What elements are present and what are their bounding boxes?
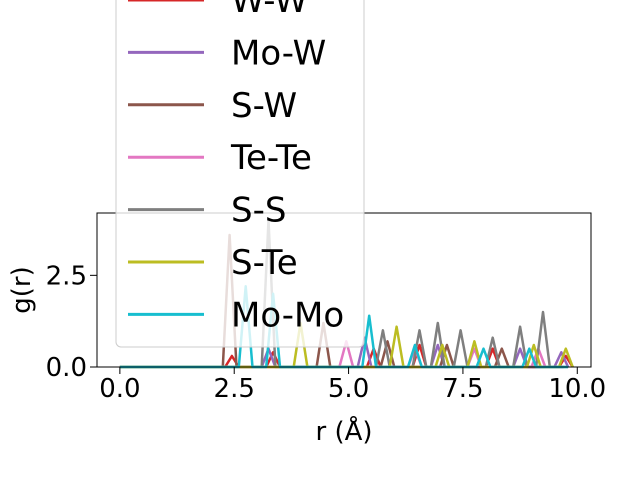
y-axis-label: g(r) bbox=[7, 266, 37, 313]
x-tick-label: 2.5 bbox=[214, 374, 255, 404]
x-tick-label: 7.5 bbox=[442, 374, 483, 404]
x-tick-label: 0.0 bbox=[99, 374, 140, 404]
y-tick-label: 0.0 bbox=[46, 353, 87, 383]
y-tick-label: 2.5 bbox=[46, 261, 87, 291]
legend-label: S-S bbox=[231, 191, 286, 231]
legend-box bbox=[115, 0, 365, 348]
legend-label: Mo-Mo bbox=[231, 295, 344, 335]
x-tick-label: 10.0 bbox=[548, 374, 606, 404]
legend-label: Mo-W bbox=[231, 33, 326, 73]
legend-label: S-Te bbox=[231, 243, 298, 283]
x-tick-label: 5.0 bbox=[328, 374, 369, 404]
legend-label: Te-Te bbox=[230, 138, 312, 178]
legend: W-W Mo-W S-W Te-Te S-S S-Te Mo-Mo bbox=[115, 0, 365, 348]
ticks-layer: 0.0 2.5 5.0 7.5 10.0 0.0 2.5 bbox=[46, 261, 607, 404]
legend-label: S-W bbox=[231, 86, 297, 126]
legend-label: W-W bbox=[231, 0, 308, 21]
x-axis-label: r (Å) bbox=[315, 415, 372, 447]
